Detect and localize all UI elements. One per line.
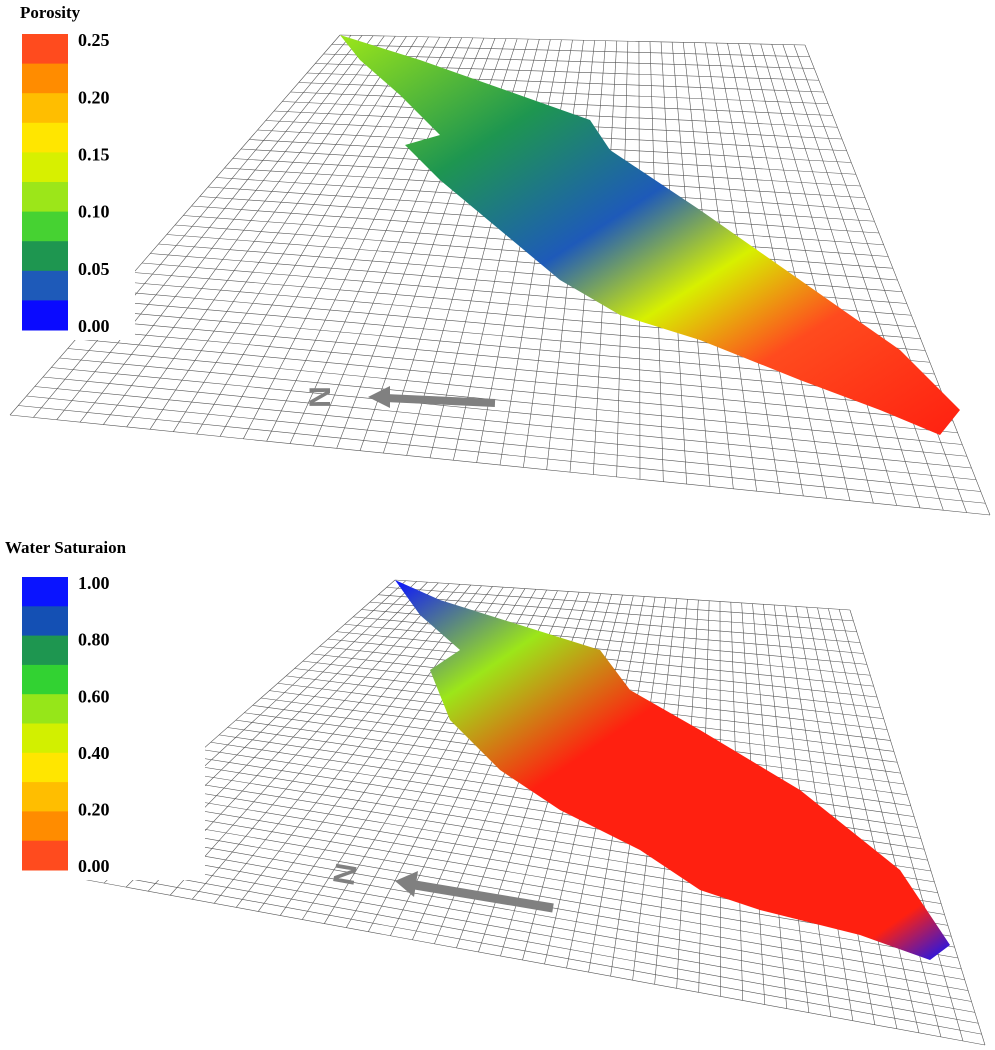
grid-line bbox=[56, 35, 363, 420]
color-swatch bbox=[22, 694, 68, 724]
grid-line bbox=[103, 35, 385, 425]
north-label: N bbox=[304, 386, 337, 408]
colorbar-label: 1.00 bbox=[78, 573, 110, 593]
grid-line bbox=[219, 36, 440, 437]
color-swatch bbox=[22, 300, 68, 331]
color-swatch bbox=[22, 577, 68, 607]
color-swatch bbox=[22, 752, 68, 783]
colorbar-label: 0.15 bbox=[78, 145, 110, 165]
colorbar-label: 0.00 bbox=[78, 856, 110, 876]
colorbar-label: 0.60 bbox=[78, 686, 110, 706]
colorbar-title: Porosity bbox=[20, 3, 81, 22]
colorbar-label: 0.00 bbox=[78, 316, 110, 336]
north-arrow: N bbox=[304, 386, 496, 408]
grid-line bbox=[838, 609, 964, 1042]
color-swatch bbox=[22, 664, 68, 695]
colorbar-label: 0.05 bbox=[78, 259, 110, 279]
color-swatch bbox=[22, 93, 68, 124]
grid-line bbox=[828, 608, 942, 1037]
north-arrow: N bbox=[328, 861, 554, 913]
color-swatch bbox=[22, 270, 68, 301]
grid-line bbox=[749, 43, 874, 504]
grid-line bbox=[804, 44, 991, 516]
grid-line bbox=[793, 44, 967, 513]
arrow-shaft bbox=[384, 394, 496, 407]
legends: Porosity 0.25 0.20 0.15 0.10 0.05 0.00 Water Sa… bbox=[5, 3, 127, 876]
grid-line bbox=[149, 36, 407, 430]
color-swatch bbox=[22, 606, 68, 637]
arrow-head bbox=[395, 871, 418, 897]
arrow-shaft bbox=[414, 880, 554, 913]
grid-line bbox=[817, 607, 920, 1033]
grid-line bbox=[235, 585, 482, 908]
grid-line bbox=[169, 583, 450, 896]
colorbar-label: 0.20 bbox=[78, 87, 110, 107]
colorbar-label: 0.80 bbox=[78, 630, 110, 650]
color-swatch bbox=[22, 241, 68, 272]
color-swatch bbox=[22, 122, 68, 153]
color-swatch bbox=[22, 152, 68, 183]
arrow-head bbox=[368, 386, 390, 408]
color-swatch bbox=[22, 211, 68, 242]
grid-line bbox=[760, 43, 897, 506]
grid-line bbox=[9, 34, 341, 416]
color-swatch bbox=[22, 635, 68, 666]
colorbar-label: 0.10 bbox=[78, 202, 110, 222]
color-swatch bbox=[22, 840, 68, 871]
color-swatch bbox=[22, 34, 68, 65]
grid-line bbox=[795, 606, 876, 1025]
grid-line bbox=[191, 584, 461, 900]
colorbar-label: 0.40 bbox=[78, 743, 110, 763]
color-swatch bbox=[22, 811, 68, 842]
grid-line bbox=[806, 607, 898, 1029]
grid-line bbox=[126, 36, 396, 428]
grid-line bbox=[196, 36, 429, 435]
grid-line bbox=[771, 44, 921, 508]
grid-line bbox=[173, 36, 418, 432]
grid-line bbox=[33, 35, 352, 418]
color-swatch bbox=[22, 782, 68, 812]
colorbar-label: 0.25 bbox=[78, 30, 110, 50]
grid-line bbox=[213, 584, 472, 904]
grid-line bbox=[738, 43, 851, 501]
porosity-band bbox=[340, 35, 960, 435]
color-swatch bbox=[22, 723, 68, 754]
saturation-band bbox=[395, 580, 950, 960]
color-swatch bbox=[22, 63, 68, 94]
grid-line bbox=[782, 44, 944, 511]
grid-line bbox=[79, 35, 374, 423]
colorbar-title: Water Saturaion bbox=[5, 538, 127, 557]
grid-line bbox=[849, 609, 986, 1046]
colorbar-label: 0.20 bbox=[78, 800, 110, 820]
color-swatch bbox=[22, 182, 68, 213]
